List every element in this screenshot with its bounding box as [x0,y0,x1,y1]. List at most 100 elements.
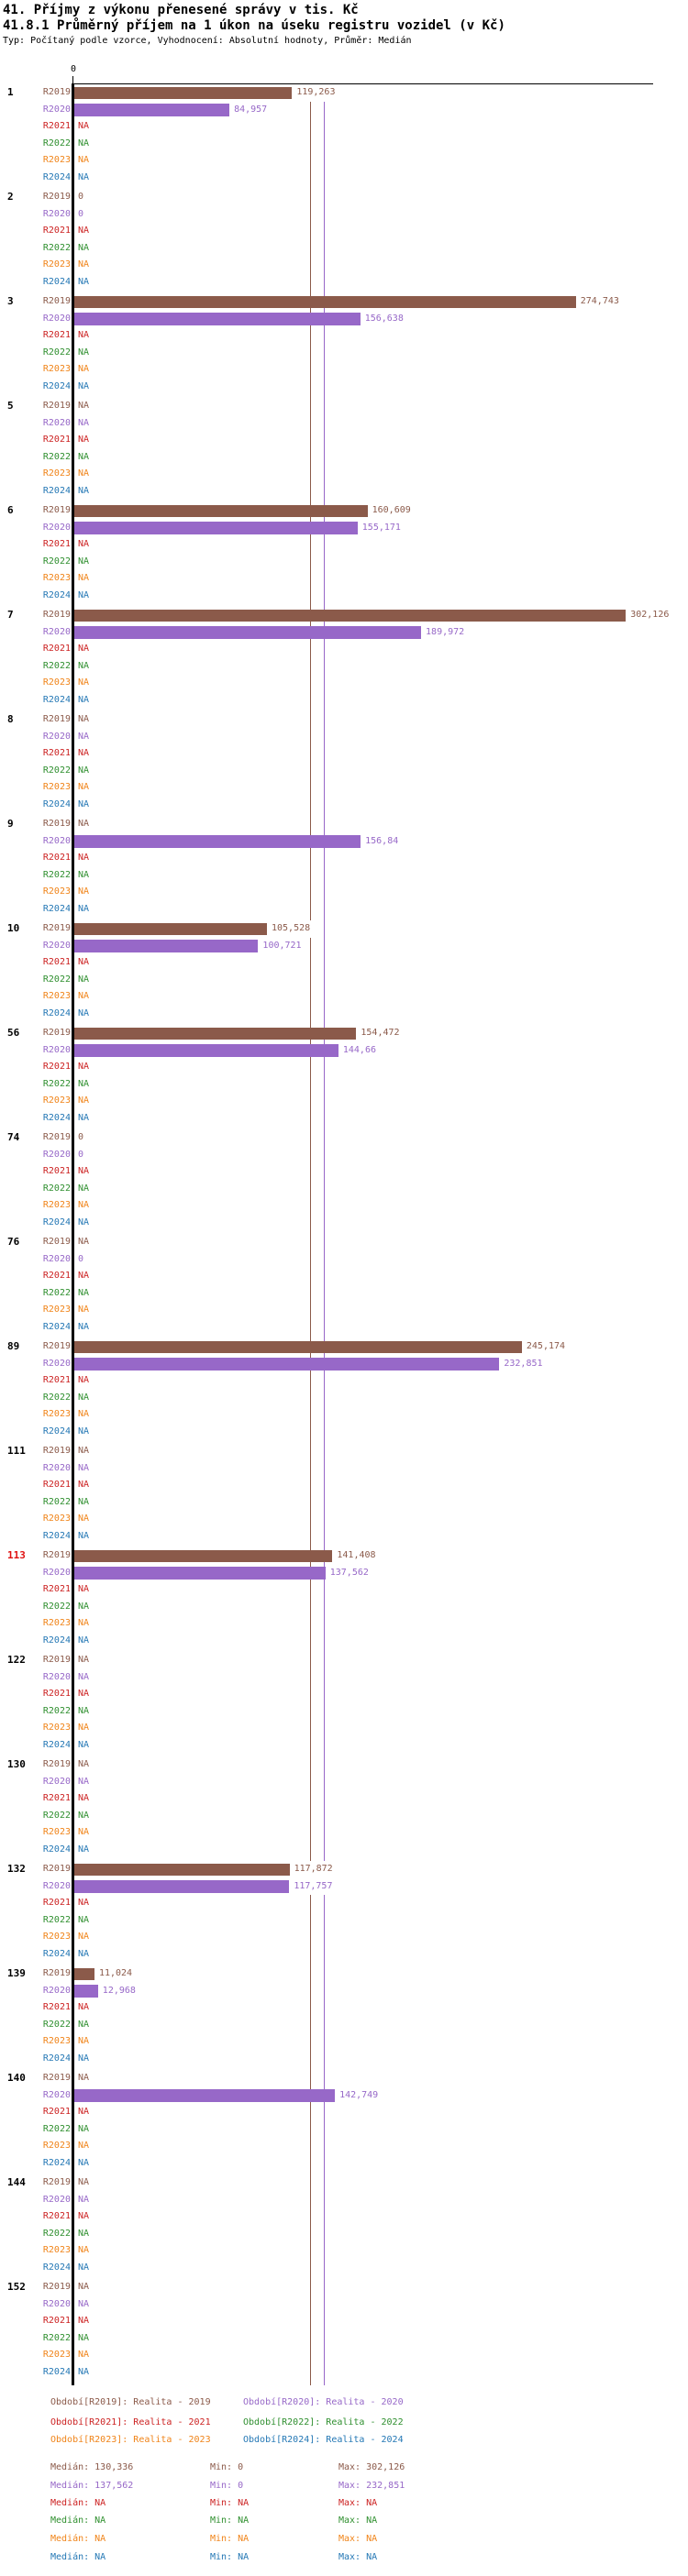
value-label: NA [77,850,91,867]
series-year-label: R2019 [42,610,71,620]
value-label: NA [77,691,91,709]
series-year-label: R2021 [42,2211,71,2221]
chart-row: R2022 NA [0,2016,688,2033]
series-year-label: R2019 [42,1759,71,1769]
chart-row: R2021 NA [0,118,688,136]
series-year-label: R2019 [42,1446,71,1456]
group-label: 139 [7,1967,26,1979]
series-year-label: R2021 [42,1689,71,1699]
legend-item-r2023: Období[R2023]: Realita - 2023 [50,2435,211,2445]
stat-median-r2022: Medián: NA [50,2515,106,2526]
series-year-label: R2022 [42,1496,71,1507]
value-label: 11,024 [97,1965,134,1983]
series-year-label: R2019 [42,714,71,724]
x-axis-zero-tick [72,76,73,84]
series-year-label: R2023 [42,573,71,583]
chart-row: R2021 NA [0,1477,688,1494]
median-line-r2019 [310,84,311,2385]
series-year-label: R2020 [42,1044,71,1055]
value-label: NA [77,1493,91,1511]
chart-row: R2021 NA [0,850,688,867]
series-year-label: R2021 [42,1166,71,1176]
series-year-label: R2024 [42,1948,71,1959]
chart-row: R2023 NA [0,2242,688,2260]
bar [74,504,368,517]
series-year-label: R2021 [42,1584,71,1594]
series-year-label: R2021 [42,644,71,654]
value-label: NA [77,223,91,240]
chart-row: R2021 NA [0,1372,688,1390]
chart-row: R2024 NA [0,378,688,395]
chart-row: R2020 232,851 [0,1355,688,1372]
chart-row: R2023 NA [0,988,688,1006]
series-year-label: R2022 [42,1078,71,1089]
value-label: NA [77,1234,91,1251]
series-year-label: R2020 [42,208,71,219]
value-label: NA [77,884,91,901]
chart-row: 152 R2019 NA [0,2279,688,2296]
value-label: 12,968 [101,1982,137,1999]
stat-median-r2021: Medián: NA [50,2498,106,2508]
chart-row: R2020 NA [0,1459,688,1477]
value-label: NA [77,1929,91,1946]
group-label: 3 [7,295,14,307]
series-year-label: R2020 [42,1880,71,1891]
chart-row: R2020 0 [0,1250,688,1268]
value-label: NA [77,466,91,483]
bar [74,1549,333,1562]
chart-row: R2020 100,721 [0,937,688,954]
chart-row: R2024 NA [0,1527,688,1545]
value-label: 119,263 [295,84,337,102]
chart-row: R2022 NA [0,344,688,361]
value-label: NA [77,675,91,692]
value-label: 0 [77,1129,85,1147]
chart-row: R2024 NA [0,796,688,813]
value-label: NA [77,169,91,186]
series-year-label: R2021 [42,2002,71,2012]
chart-row: R2023 NA [0,884,688,901]
value-label: NA [77,1214,91,1231]
series-year-label: R2023 [42,2350,71,2360]
group-label: 113 [7,1549,26,1561]
series-year-label: R2019 [42,2282,71,2292]
series-year-label: R2022 [42,869,71,880]
series-year-label: R2019 [42,192,71,202]
series-year-label: R2023 [42,1618,71,1628]
chart-row: R2021 NA [0,2208,688,2226]
chart-row: R2020 156,84 [0,832,688,850]
series-year-label: R2023 [42,1723,71,1733]
value-label: NA [77,570,91,588]
value-label: NA [77,361,91,379]
value-label: NA [77,2050,91,2067]
series-year-label: R2022 [42,347,71,358]
series-year-label: R2023 [42,1932,71,1942]
value-label: NA [77,2154,91,2172]
series-year-label: R2019 [42,923,71,933]
series-year-label: R2024 [42,903,71,914]
value-label: NA [77,257,91,274]
group-label: 6 [7,504,14,516]
chart-row: R2023 NA [0,1302,688,1319]
series-year-label: R2021 [42,2316,71,2326]
value-label: NA [77,1527,91,1545]
series-year-label: R2021 [42,1062,71,1072]
value-label: 155,171 [361,519,402,536]
series-year-label: R2021 [42,121,71,131]
x-axis-zero-tick-label: 0 [70,64,77,74]
series-year-label: R2023 [42,1305,71,1315]
chart-row: 8 R2019 NA [0,711,688,729]
chart-row: R2023 NA [0,1093,688,1110]
y-axis-line [72,84,74,2385]
legend-item-r2024: Období[R2024]: Realita - 2024 [243,2435,404,2445]
chart-row: R2024 NA [0,482,688,500]
group-label: 2 [7,191,14,203]
series-year-label: R2024 [42,694,71,705]
series-year-label: R2021 [42,330,71,340]
series-year-label: R2024 [42,1321,71,1332]
chart-row: R2022 NA [0,971,688,988]
value-label: NA [77,728,91,745]
series-year-label: R2023 [42,364,71,374]
chart-row: 74 R2019 0 [0,1129,688,1147]
series-year-label: R2024 [42,2157,71,2168]
